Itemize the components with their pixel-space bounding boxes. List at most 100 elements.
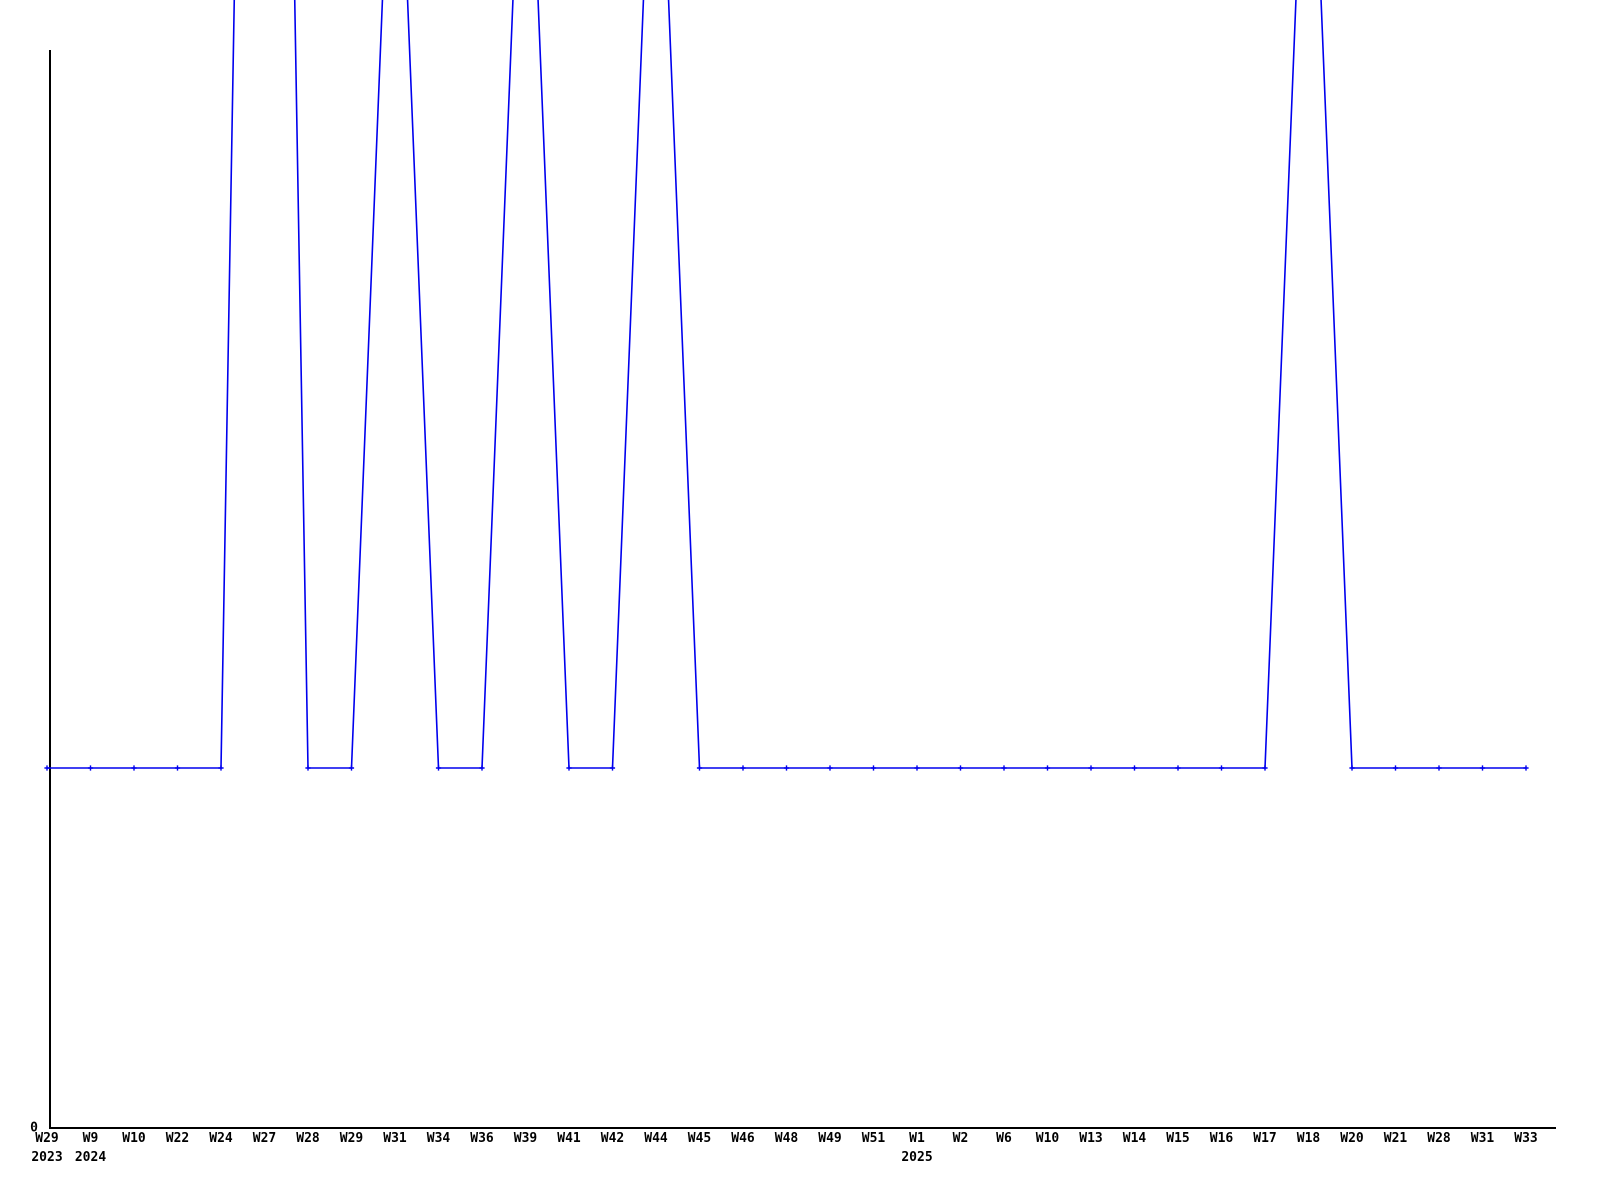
x-axis-labels: W29 2023 W9 2024 W10 W22 W24 W27 W28 W29 W31 W34 W36… xyxy=(0,1132,1600,1200)
x-axis-tick: W31 xyxy=(350,1132,440,1146)
x-axis-tick: W48 xyxy=(742,1132,832,1146)
data-point-marker xyxy=(1523,765,1529,771)
x-axis-tick-week-label: W34 xyxy=(426,1131,451,1146)
x-axis-tick: W24 xyxy=(176,1132,266,1146)
x-axis-tick-year-label: 2023 xyxy=(31,1149,63,1165)
x-axis-tick: W28 xyxy=(263,1132,353,1146)
data-point-marker xyxy=(783,765,790,771)
data-point-marker xyxy=(44,765,50,771)
data-point-marker xyxy=(435,765,442,771)
x-axis-tick-week-label: W2 xyxy=(952,1131,969,1146)
x-axis-tick-week-label: W45 xyxy=(687,1131,712,1146)
x-axis-tick: W20 xyxy=(1307,1132,1397,1146)
x-axis-tick: W13 xyxy=(1046,1132,1136,1146)
x-axis-tick: W22 xyxy=(133,1132,223,1146)
x-axis-tick: W29 2023 xyxy=(2,1132,92,1164)
x-axis-tick-week-label: W1 xyxy=(909,1131,925,1146)
data-point-marker xyxy=(1436,765,1442,771)
data-point-marker xyxy=(870,765,877,771)
data-point-marker xyxy=(566,765,572,771)
x-axis-tick-week-label: W48 xyxy=(774,1131,799,1146)
x-axis-tick: W45 xyxy=(655,1132,745,1146)
x-axis-tick-week-label: W14 xyxy=(1122,1131,1147,1146)
axis-lines xyxy=(49,50,1556,1129)
x-axis-tick: W36 xyxy=(437,1132,527,1146)
x-axis-tick: W17 xyxy=(1220,1132,1310,1146)
data-point-marker xyxy=(218,765,224,771)
x-axis-tick-year-label: 2024 xyxy=(74,1149,107,1165)
data-point-marker xyxy=(305,765,311,771)
x-axis-tick: W21 xyxy=(1351,1132,1441,1146)
axes-group xyxy=(49,50,1556,1129)
x-axis-tick-year-label: 2025 xyxy=(901,1149,933,1165)
data-point-marker xyxy=(740,765,746,771)
x-axis-tick-week-label: W29 xyxy=(35,1131,59,1146)
data-point-marker xyxy=(827,765,833,771)
x-axis-tick-week-label: W15 xyxy=(1166,1131,1190,1146)
series-markers xyxy=(44,765,1529,771)
x-axis-tick: W33 xyxy=(1481,1132,1571,1146)
x-axis-tick-week-label: W27 xyxy=(252,1131,277,1146)
x-axis-tick-week-label: W31 xyxy=(383,1131,407,1146)
x-axis-tick: W42 xyxy=(568,1132,658,1146)
x-axis-tick-week-label: W36 xyxy=(470,1131,494,1146)
data-point-marker xyxy=(1392,765,1399,771)
x-axis-tick: W6 xyxy=(959,1132,1049,1146)
x-axis-tick: W44 xyxy=(611,1132,701,1146)
series-line-primary xyxy=(47,0,1526,769)
data-point-marker xyxy=(1218,765,1225,771)
x-axis-tick: W28 xyxy=(1394,1132,1484,1146)
data-point-marker xyxy=(1479,765,1486,771)
x-axis-tick-week-label: W51 xyxy=(861,1131,886,1146)
x-axis-tick-week-label: W31 xyxy=(1470,1131,1495,1146)
x-axis-tick-week-label: W49 xyxy=(818,1131,842,1146)
x-axis-tick-week-label: W16 xyxy=(1209,1131,1234,1146)
data-point-marker xyxy=(1001,765,1007,771)
x-axis-tick: W10 xyxy=(89,1132,179,1146)
x-axis-tick: W27 xyxy=(220,1132,310,1146)
x-axis-tick-week-label: W9 xyxy=(82,1131,99,1146)
x-axis-tick-week-label: W28 xyxy=(1427,1131,1451,1146)
data-point-marker xyxy=(348,765,355,771)
x-axis-tick-week-label: W39 xyxy=(513,1131,538,1146)
series-group xyxy=(44,0,1529,771)
y-axis-tick-label: 0 xyxy=(30,1120,38,1136)
data-point-marker xyxy=(479,765,485,771)
x-axis-tick: W46 xyxy=(698,1132,788,1146)
x-axis-tick: W29 xyxy=(307,1132,397,1146)
x-axis-tick: W14 xyxy=(1090,1132,1180,1146)
x-axis-tick-week-label: W22 xyxy=(165,1131,190,1146)
data-point-marker xyxy=(87,765,94,771)
data-point-marker xyxy=(1088,765,1094,771)
data-point-marker xyxy=(174,765,181,771)
x-axis-tick: W49 xyxy=(785,1132,875,1146)
x-axis-tick-week-label: W41 xyxy=(557,1131,581,1146)
x-axis-tick-week-label: W33 xyxy=(1514,1131,1538,1146)
x-axis-tick: W39 xyxy=(481,1132,571,1146)
x-axis-tick: W2 xyxy=(916,1132,1006,1146)
data-point-marker xyxy=(1044,765,1051,771)
y-axis-labels: 0 xyxy=(0,0,50,1200)
x-axis-tick-week-label: W20 xyxy=(1340,1131,1364,1146)
x-axis-tick-week-label: W42 xyxy=(600,1131,625,1146)
data-point-marker xyxy=(1262,765,1268,771)
x-axis-tick: W10 xyxy=(1003,1132,1093,1146)
x-axis-tick-week-label: W18 xyxy=(1296,1131,1321,1146)
x-axis-tick-week-label: W24 xyxy=(209,1131,233,1146)
x-axis-tick-week-label: W28 xyxy=(296,1131,320,1146)
data-point-marker xyxy=(914,765,920,771)
x-axis-tick: W51 xyxy=(829,1132,919,1146)
x-axis-tick-week-label: W10 xyxy=(122,1131,146,1146)
x-axis-tick: W9 2024 xyxy=(46,1132,136,1164)
x-axis-tick: W34 xyxy=(394,1132,484,1146)
x-axis-tick-week-label: W10 xyxy=(1035,1131,1060,1146)
x-axis-tick-week-label: W29 xyxy=(339,1131,364,1146)
x-axis-tick: W41 xyxy=(524,1132,614,1146)
x-axis-tick: W18 xyxy=(1264,1132,1354,1146)
data-point-marker xyxy=(131,765,137,771)
x-axis-tick-week-label: W21 xyxy=(1383,1131,1408,1146)
data-point-marker xyxy=(957,765,964,771)
x-axis-tick: W1 2025 xyxy=(872,1132,962,1164)
